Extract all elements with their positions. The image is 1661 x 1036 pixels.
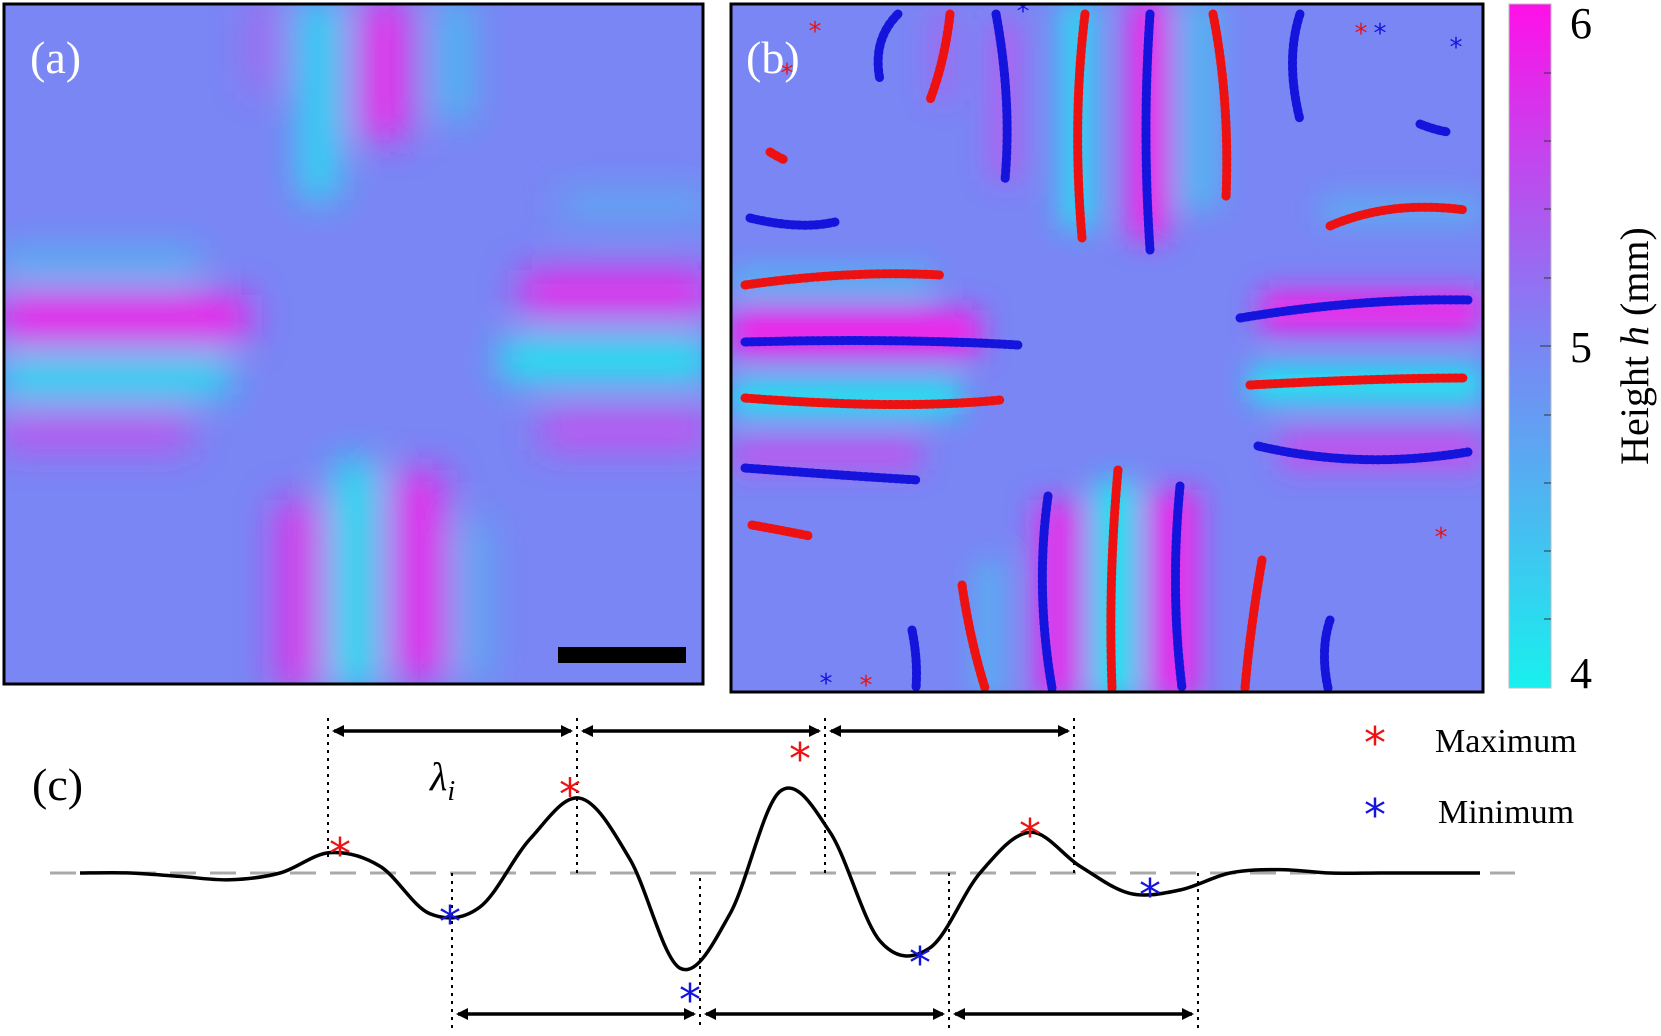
isolated-points: * * * * * * * * * (781, 0, 1463, 701)
maxima-track (765, 147, 790, 165)
maximum-marker: * (1019, 810, 1041, 861)
maxima-track (1325, 202, 1470, 231)
minima-track (1319, 615, 1335, 692)
panel-c-label: (c) (32, 759, 83, 810)
minima-track (1415, 119, 1453, 137)
minimum-point: * (1017, 0, 1030, 27)
maxima-track (1245, 373, 1470, 390)
panel-a-label: (a) (30, 32, 81, 83)
panel-a-frame (2, 2, 705, 686)
legend-maximum-label: Maximum (1435, 723, 1577, 760)
minima-track (1288, 9, 1305, 125)
scale-bar (558, 647, 686, 663)
maximum-point: * (781, 59, 794, 89)
maxima-track (1106, 465, 1123, 692)
minima-track (740, 336, 1023, 350)
maxima-track (747, 520, 815, 541)
maximum-marker: * (559, 769, 581, 820)
maxima-track (957, 580, 990, 692)
minimum-point: * (1374, 19, 1387, 49)
minimum-marker: * (909, 938, 931, 989)
minimum-marker: * (1139, 870, 1161, 921)
maxima-track (1240, 555, 1267, 692)
minima-track (1141, 9, 1155, 255)
maxima-track (1208, 9, 1232, 203)
panel-b-frame (729, 2, 1485, 694)
colorbar: 6 5 4 Height h (mm) (1508, 0, 1657, 698)
panel-b-label: (b) (746, 32, 800, 83)
colorbar-minor-ticks (1540, 72, 1551, 620)
legend: * Maximum * Minimum (1364, 718, 1577, 841)
minima-track (1170, 481, 1187, 692)
colorbar-tick-mid: 5 (1570, 323, 1592, 372)
colorbar-tick-min: 4 (1570, 649, 1592, 698)
panel-a-height-map (4, 4, 703, 684)
panel-c: (c) λi * * * * * * * * * Maximum * (32, 718, 1577, 1030)
maximum-marker: * (329, 829, 351, 880)
legend-maximum-marker: * (1364, 718, 1386, 769)
maxima-track (740, 269, 945, 290)
maximum-point: * (809, 17, 822, 47)
height-profile-curve (79, 786, 1480, 972)
maxima-track (1073, 9, 1090, 243)
maximum-point: * (860, 671, 873, 701)
minimum-point: * (820, 669, 833, 699)
guide-lines (327, 718, 1199, 1030)
minima-track (1253, 441, 1473, 465)
minima-tracks (740, 9, 1473, 692)
minima-track (1235, 295, 1473, 323)
legend-minimum-label: Minimum (1438, 794, 1574, 831)
maximum-marker: * (789, 734, 811, 785)
maximum-point: * (1435, 523, 1448, 553)
minimum-marker: * (679, 975, 701, 1026)
minima-track (991, 9, 1012, 185)
extrema-markers: * * * * * * * * (329, 734, 1161, 1026)
maxima-tracks (740, 9, 1470, 692)
panel-a: (a) (2, 2, 705, 686)
wavelength-arrows (332, 725, 1194, 1020)
minima-track (745, 213, 840, 230)
minima-track (907, 625, 921, 692)
minimum-point: * (1450, 33, 1463, 63)
maxima-track (925, 9, 955, 105)
maximum-point: * (1355, 19, 1368, 49)
minima-track (740, 463, 923, 485)
colorbar-tick-max: 6 (1570, 0, 1592, 48)
colorbar-title: Height h (mm) (1612, 227, 1657, 465)
panel-b: * * * * * * * * * (b) (729, 0, 1485, 701)
minimum-marker: * (439, 897, 461, 948)
lambda-label: λi (429, 754, 455, 807)
minima-track (873, 9, 903, 85)
minima-track (1037, 491, 1057, 692)
legend-minimum-marker: * (1364, 790, 1386, 841)
maxima-track (740, 393, 1005, 410)
